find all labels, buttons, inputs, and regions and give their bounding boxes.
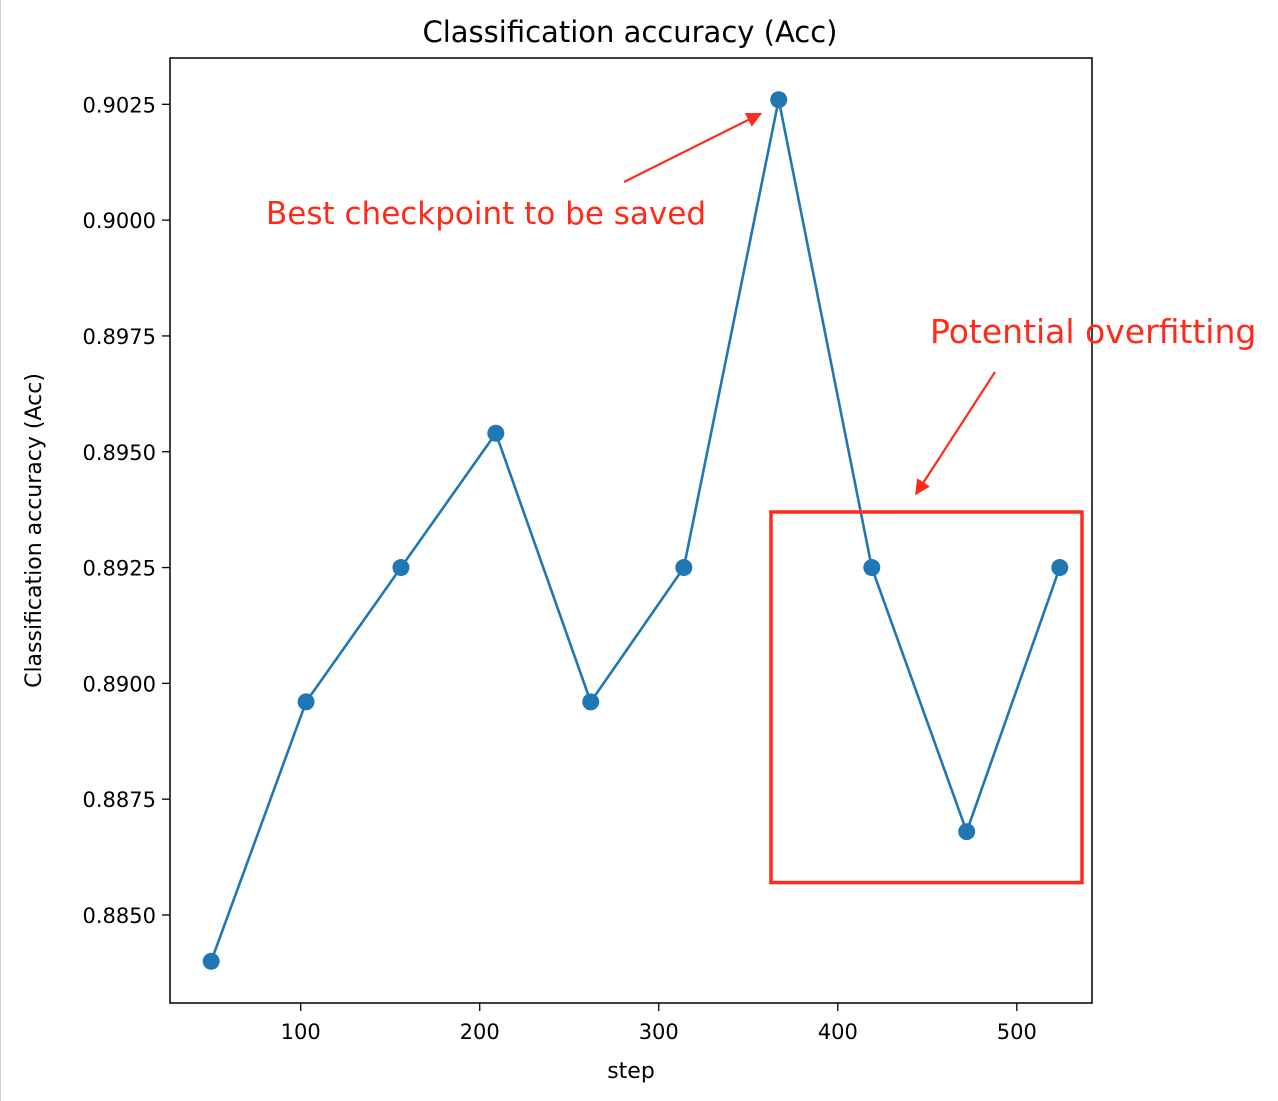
data-point	[297, 693, 315, 711]
x-tick-label: 500	[997, 1020, 1037, 1044]
data-point	[958, 823, 976, 841]
data-point	[1051, 559, 1069, 577]
annotation-overfitting: Potential overfitting	[930, 312, 1256, 351]
data-point	[487, 424, 505, 442]
y-axis-label: Classification accuracy (Acc)	[22, 373, 47, 688]
page-edge	[0, 0, 1, 1101]
chart-title: Classification accuracy (Acc)	[422, 15, 837, 49]
annotation-best-checkpoint: Best checkpoint to be saved	[266, 196, 706, 232]
y-tick-label: 0.8975	[83, 325, 156, 349]
data-point	[202, 952, 220, 970]
x-tick-label: 200	[460, 1020, 500, 1044]
annotation-arrow-overfitting	[915, 371, 996, 496]
data-point	[582, 693, 600, 711]
overfitting-highlight-box	[769, 510, 1084, 885]
plot-frame	[169, 57, 1093, 1004]
y-tick-label: 0.8850	[83, 904, 156, 928]
y-tick-label: 0.8925	[83, 557, 156, 581]
y-tick-label: 0.8875	[83, 788, 156, 812]
x-axis-label: step	[607, 1059, 655, 1084]
series-line	[209, 98, 1062, 962]
data-point	[675, 559, 693, 577]
y-tick-label: 0.9000	[83, 209, 156, 233]
data-point	[863, 559, 881, 577]
x-tick-label: 100	[281, 1020, 321, 1044]
x-tick-label: 300	[639, 1020, 679, 1044]
annotation-arrow-best	[623, 112, 763, 183]
data-point	[770, 91, 788, 109]
x-tick-label: 400	[818, 1020, 858, 1044]
data-point	[392, 559, 410, 577]
y-tick-label: 0.9025	[83, 93, 156, 117]
y-tick-label: 0.8950	[83, 441, 156, 465]
y-tick-label: 0.8900	[83, 672, 156, 696]
